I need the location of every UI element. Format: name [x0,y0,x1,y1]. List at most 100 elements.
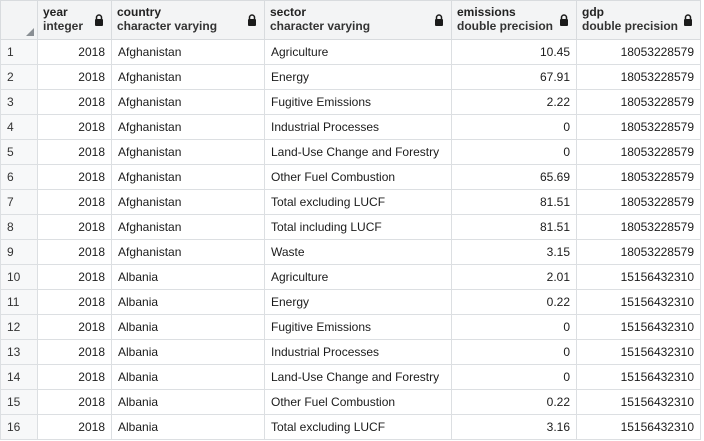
table-row[interactable]: 10 2018 Albania Agriculture 2.01 15156432310 [0,264,701,290]
cell-gdp[interactable]: 18053228579 [576,114,701,140]
cell-country[interactable]: Afghanistan [111,239,265,265]
row-number[interactable]: 1 [0,39,38,65]
table-row[interactable]: 3 2018 Afghanistan Fugitive Emissions 2.22 18… [0,89,701,115]
cell-gdp[interactable]: 15156432310 [576,314,701,340]
row-number[interactable]: 16 [0,414,38,440]
row-number[interactable]: 6 [0,164,38,190]
table-row[interactable]: 13 2018 Albania Industrial Processes 0 151564… [0,339,701,365]
cell-gdp[interactable]: 18053228579 [576,189,701,215]
cell-year[interactable]: 2018 [37,289,112,315]
cell-sector[interactable]: Energy [264,289,452,315]
cell-gdp[interactable]: 18053228579 [576,214,701,240]
cell-year[interactable]: 2018 [37,239,112,265]
cell-year[interactable]: 2018 [37,314,112,340]
cell-year[interactable]: 2018 [37,414,112,440]
table-row[interactable]: 9 2018 Afghanistan Waste 3.15 18053228579 [0,239,701,265]
cell-emissions[interactable]: 81.51 [451,189,577,215]
cell-sector[interactable]: Other Fuel Combustion [264,164,452,190]
cell-year[interactable]: 2018 [37,189,112,215]
cell-sector[interactable]: Other Fuel Combustion [264,389,452,415]
cell-sector[interactable]: Agriculture [264,264,452,290]
cell-sector[interactable]: Total including LUCF [264,214,452,240]
table-row[interactable]: 15 2018 Albania Other Fuel Combustion 0.22 15… [0,389,701,415]
cell-gdp[interactable]: 18053228579 [576,64,701,90]
cell-sector[interactable]: Industrial Processes [264,114,452,140]
cell-gdp[interactable]: 15156432310 [576,364,701,390]
table-row[interactable]: 14 2018 Albania Land-Use Change and Forestr… [0,364,701,390]
column-header-country[interactable]: country character varying [111,0,265,40]
table-row[interactable]: 7 2018 Afghanistan Total excluding LUCF 81.5… [0,189,701,215]
select-all-corner[interactable] [0,0,38,40]
cell-sector[interactable]: Industrial Processes [264,339,452,365]
cell-emissions[interactable]: 0 [451,364,577,390]
cell-country[interactable]: Albania [111,289,265,315]
column-header-gdp[interactable]: gdp double precision [576,0,701,40]
row-number[interactable]: 11 [0,289,38,315]
cell-country[interactable]: Albania [111,364,265,390]
cell-emissions[interactable]: 0.22 [451,289,577,315]
cell-sector[interactable]: Total excluding LUCF [264,414,452,440]
cell-gdp[interactable]: 18053228579 [576,39,701,65]
row-number[interactable]: 8 [0,214,38,240]
cell-sector[interactable]: Agriculture [264,39,452,65]
column-header-sector[interactable]: sector character varying [264,0,452,40]
cell-gdp[interactable]: 15156432310 [576,389,701,415]
cell-country[interactable]: Albania [111,389,265,415]
cell-emissions[interactable]: 3.16 [451,414,577,440]
cell-emissions[interactable]: 0 [451,139,577,165]
cell-gdp[interactable]: 15156432310 [576,264,701,290]
cell-year[interactable]: 2018 [37,164,112,190]
row-number[interactable]: 4 [0,114,38,140]
cell-country[interactable]: Albania [111,339,265,365]
table-row[interactable]: 6 2018 Afghanistan Other Fuel Combustion 65.… [0,164,701,190]
cell-emissions[interactable]: 0 [451,314,577,340]
row-number[interactable]: 15 [0,389,38,415]
cell-emissions[interactable]: 10.45 [451,39,577,65]
cell-sector[interactable]: Land-Use Change and Forestry [264,364,452,390]
cell-emissions[interactable]: 67.91 [451,64,577,90]
row-number[interactable]: 3 [0,89,38,115]
table-row[interactable]: 16 2018 Albania Total excluding LUCF 3.16 151… [0,414,701,440]
row-number[interactable]: 14 [0,364,38,390]
cell-gdp[interactable]: 15156432310 [576,289,701,315]
cell-year[interactable]: 2018 [37,114,112,140]
cell-country[interactable]: Afghanistan [111,164,265,190]
column-header-emissions[interactable]: emissions double precision [451,0,577,40]
table-row[interactable]: 5 2018 Afghanistan Land-Use Change and Fore… [0,139,701,165]
cell-sector[interactable]: Fugitive Emissions [264,314,452,340]
table-row[interactable]: 12 2018 Albania Fugitive Emissions 0 15156432… [0,314,701,340]
table-row[interactable]: 1 2018 Afghanistan Agriculture 10.45 18053228… [0,39,701,65]
table-row[interactable]: 8 2018 Afghanistan Total including LUCF 81.5… [0,214,701,240]
cell-gdp[interactable]: 15156432310 [576,414,701,440]
cell-country[interactable]: Afghanistan [111,189,265,215]
cell-year[interactable]: 2018 [37,139,112,165]
row-number[interactable]: 12 [0,314,38,340]
cell-emissions[interactable]: 81.51 [451,214,577,240]
cell-gdp[interactable]: 18053228579 [576,89,701,115]
cell-sector[interactable]: Total excluding LUCF [264,189,452,215]
cell-year[interactable]: 2018 [37,39,112,65]
column-header-year[interactable]: year integer [37,0,112,40]
cell-year[interactable]: 2018 [37,264,112,290]
cell-country[interactable]: Albania [111,314,265,340]
cell-gdp[interactable]: 15156432310 [576,339,701,365]
cell-year[interactable]: 2018 [37,389,112,415]
cell-country[interactable]: Albania [111,264,265,290]
cell-year[interactable]: 2018 [37,364,112,390]
table-row[interactable]: 2 2018 Afghanistan Energy 67.91 18053228579 [0,64,701,90]
cell-gdp[interactable]: 18053228579 [576,139,701,165]
cell-emissions[interactable]: 65.69 [451,164,577,190]
row-number[interactable]: 2 [0,64,38,90]
row-number[interactable]: 13 [0,339,38,365]
cell-year[interactable]: 2018 [37,64,112,90]
cell-year[interactable]: 2018 [37,339,112,365]
cell-emissions[interactable]: 2.22 [451,89,577,115]
cell-gdp[interactable]: 18053228579 [576,164,701,190]
row-number[interactable]: 9 [0,239,38,265]
table-row[interactable]: 4 2018 Afghanistan Industrial Processes 0 180… [0,114,701,140]
cell-country[interactable]: Afghanistan [111,64,265,90]
cell-emissions[interactable]: 2.01 [451,264,577,290]
cell-emissions[interactable]: 0.22 [451,389,577,415]
cell-sector[interactable]: Fugitive Emissions [264,89,452,115]
cell-sector[interactable]: Land-Use Change and Forestry [264,139,452,165]
